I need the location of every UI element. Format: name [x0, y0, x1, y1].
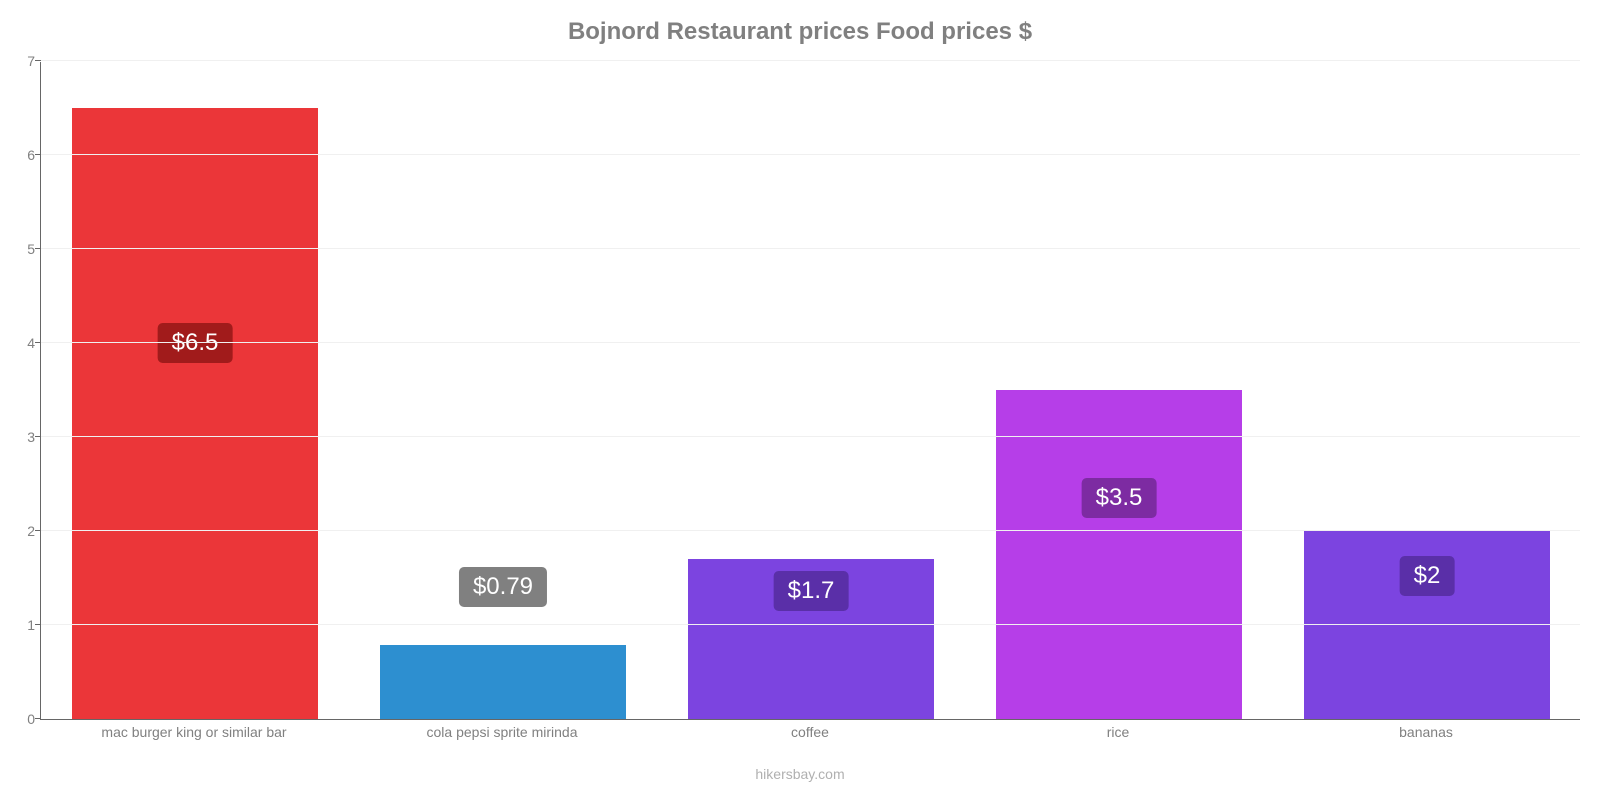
bar-value-label: $2	[1400, 556, 1455, 596]
y-tick-label: 1	[27, 617, 41, 633]
gridline	[41, 248, 1580, 249]
x-axis-label: rice	[1107, 724, 1130, 740]
bar-slot: $1.7	[688, 62, 934, 719]
y-tick-mark	[35, 342, 41, 343]
x-axis-label: bananas	[1399, 724, 1453, 740]
y-tick-mark	[35, 248, 41, 249]
y-tick-mark	[35, 436, 41, 437]
y-tick-mark	[35, 154, 41, 155]
bar-slot: $0.79	[380, 62, 626, 719]
chart-plot-area: $6.5$0.79$1.7$3.5$2 01234567	[40, 62, 1580, 720]
gridline	[41, 530, 1580, 531]
y-tick-label: 3	[27, 429, 41, 445]
y-tick-mark	[35, 530, 41, 531]
chart-title: Bojnord Restaurant prices Food prices $	[0, 0, 1600, 54]
y-tick-mark	[35, 624, 41, 625]
bar	[996, 390, 1242, 719]
x-axis-label: cola pepsi sprite mirinda	[427, 724, 578, 740]
bar-value-label: $3.5	[1082, 478, 1157, 518]
y-tick-label: 6	[27, 147, 41, 163]
x-axis-label: coffee	[791, 724, 829, 740]
chart-footer: hikersbay.com	[0, 766, 1600, 782]
y-tick-mark	[35, 60, 41, 61]
bar-slot: $3.5	[996, 62, 1242, 719]
gridline	[41, 624, 1580, 625]
bar-slot: $2	[1304, 62, 1550, 719]
y-tick-label: 0	[27, 711, 41, 727]
y-tick-mark	[35, 718, 41, 719]
y-tick-label: 4	[27, 335, 41, 351]
y-tick-label: 5	[27, 241, 41, 257]
gridline	[41, 342, 1580, 343]
x-axis-labels: mac burger king or similar bar cola pepsi…	[40, 724, 1580, 764]
y-tick-label: 2	[27, 523, 41, 539]
bar-value-label: $1.7	[774, 571, 849, 611]
gridline	[41, 436, 1580, 437]
bar-slot: $6.5	[72, 62, 318, 719]
bar-value-label: $0.79	[459, 567, 547, 607]
x-axis-label: mac burger king or similar bar	[101, 724, 286, 740]
bar	[380, 645, 626, 719]
gridline	[41, 154, 1580, 155]
bar	[72, 108, 318, 719]
y-tick-label: 7	[27, 53, 41, 69]
gridline	[41, 60, 1580, 61]
bars-container: $6.5 $0.79 $1.7 $3.5 $2	[41, 62, 1580, 719]
